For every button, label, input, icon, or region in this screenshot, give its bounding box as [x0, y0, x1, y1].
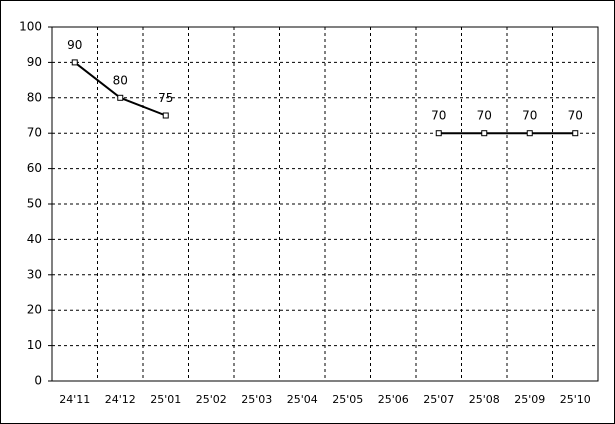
y-tick-label: 90 [27, 55, 42, 69]
data-label: 70 [522, 109, 537, 123]
y-tick-label: 50 [27, 197, 42, 211]
data-label: 75 [158, 91, 173, 105]
point-marker [117, 94, 124, 101]
y-tick-label: 40 [27, 232, 42, 246]
x-tick-label: 24'12 [105, 393, 136, 406]
x-tick-label: 24'11 [59, 393, 90, 406]
point-marker [481, 130, 488, 137]
point-marker [572, 130, 579, 137]
plot-area [51, 26, 599, 382]
y-tick-label: 80 [27, 90, 42, 104]
point-marker [162, 112, 169, 119]
y-tick-label: 0 [34, 374, 42, 388]
y-tick-label: 60 [27, 161, 42, 175]
data-label: 70 [431, 109, 446, 123]
y-tick-label: 100 [19, 20, 42, 34]
point-marker [71, 59, 78, 66]
x-tick-label: 25'08 [469, 393, 500, 406]
x-tick-label: 25'01 [150, 393, 181, 406]
x-tick-label: 25'03 [241, 393, 272, 406]
x-tick-label: 25'06 [378, 393, 409, 406]
x-tick-label: 25'09 [514, 393, 545, 406]
point-marker [526, 130, 533, 137]
y-tick-label: 10 [27, 338, 42, 352]
point-marker [435, 130, 442, 137]
x-tick-label: 25'10 [560, 393, 591, 406]
data-label: 90 [67, 38, 82, 52]
x-tick-label: 25'04 [287, 393, 318, 406]
y-tick-label: 30 [27, 267, 42, 281]
y-tick-label: 70 [27, 126, 42, 140]
data-label: 70 [477, 109, 492, 123]
x-tick-label: 25'05 [332, 393, 363, 406]
y-tick-label: 20 [27, 303, 42, 317]
x-tick-label: 25'07 [423, 393, 454, 406]
x-tick-label: 25'02 [196, 393, 227, 406]
data-label: 70 [568, 109, 583, 123]
data-label: 80 [113, 73, 128, 87]
